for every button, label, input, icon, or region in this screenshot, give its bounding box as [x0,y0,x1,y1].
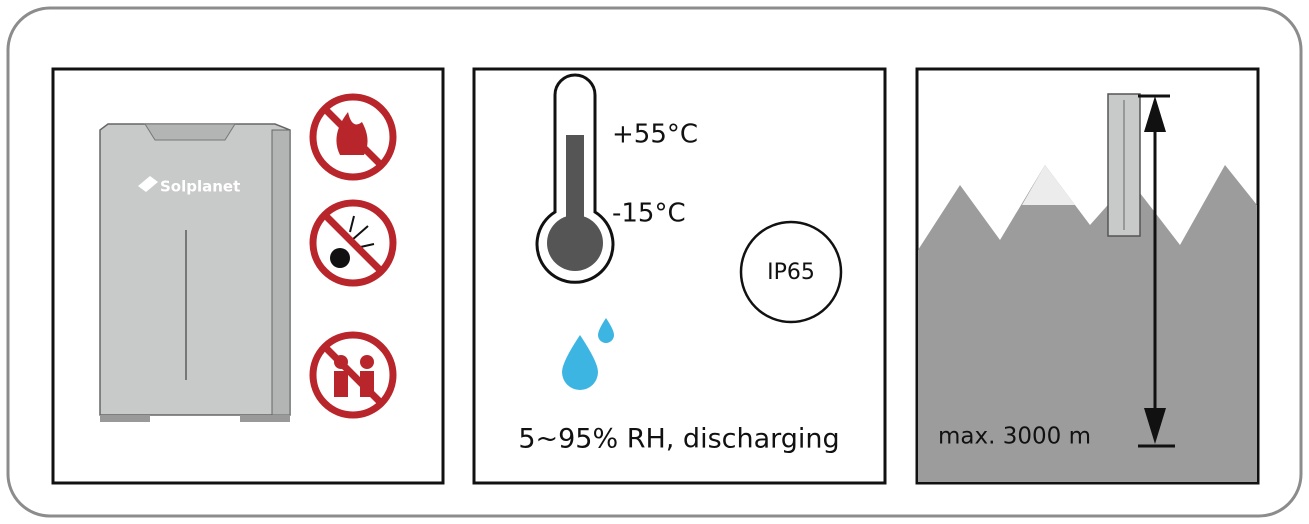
prohibition-slash [322,344,384,406]
snow-cap [1022,165,1075,205]
ip-rating-badge [739,220,843,324]
thermometer-bulb [547,215,603,271]
battery-side [271,129,291,416]
panel-altitude: max. 3000 m [915,67,1260,485]
child-icon [360,355,374,369]
brand-name: Solplanet [160,178,240,196]
battery-device: Solplanet [99,123,291,422]
battery-body [99,123,291,416]
min-temperature: -15°C [612,199,686,229]
humidity-range: 5~95% RH, discharging [518,424,839,455]
ip-rating: IP65 [767,260,815,285]
arrow-head [1144,408,1166,444]
bomb-icon [330,248,350,268]
battery-foot [240,415,290,422]
prohibition-slash [322,106,384,168]
prohibition-slash [322,212,384,274]
max-altitude: max. 3000 m [938,424,1091,450]
battery-foot [100,415,150,422]
thermometer-column [566,135,584,225]
panel-environment: +55°C -15°C IP65 5~95% RH, discharging [472,67,887,485]
max-temperature: +55°C [612,120,698,150]
arrow-head [1144,96,1166,132]
mountains [918,165,1257,482]
brand-logo [138,176,158,192]
water-drop [598,318,614,343]
battery-handle [144,123,236,141]
prohibition-signs [309,93,397,419]
panel-installation-restrictions: Solplanet [51,67,445,485]
child-icon [334,371,348,397]
water-drop [562,335,598,390]
